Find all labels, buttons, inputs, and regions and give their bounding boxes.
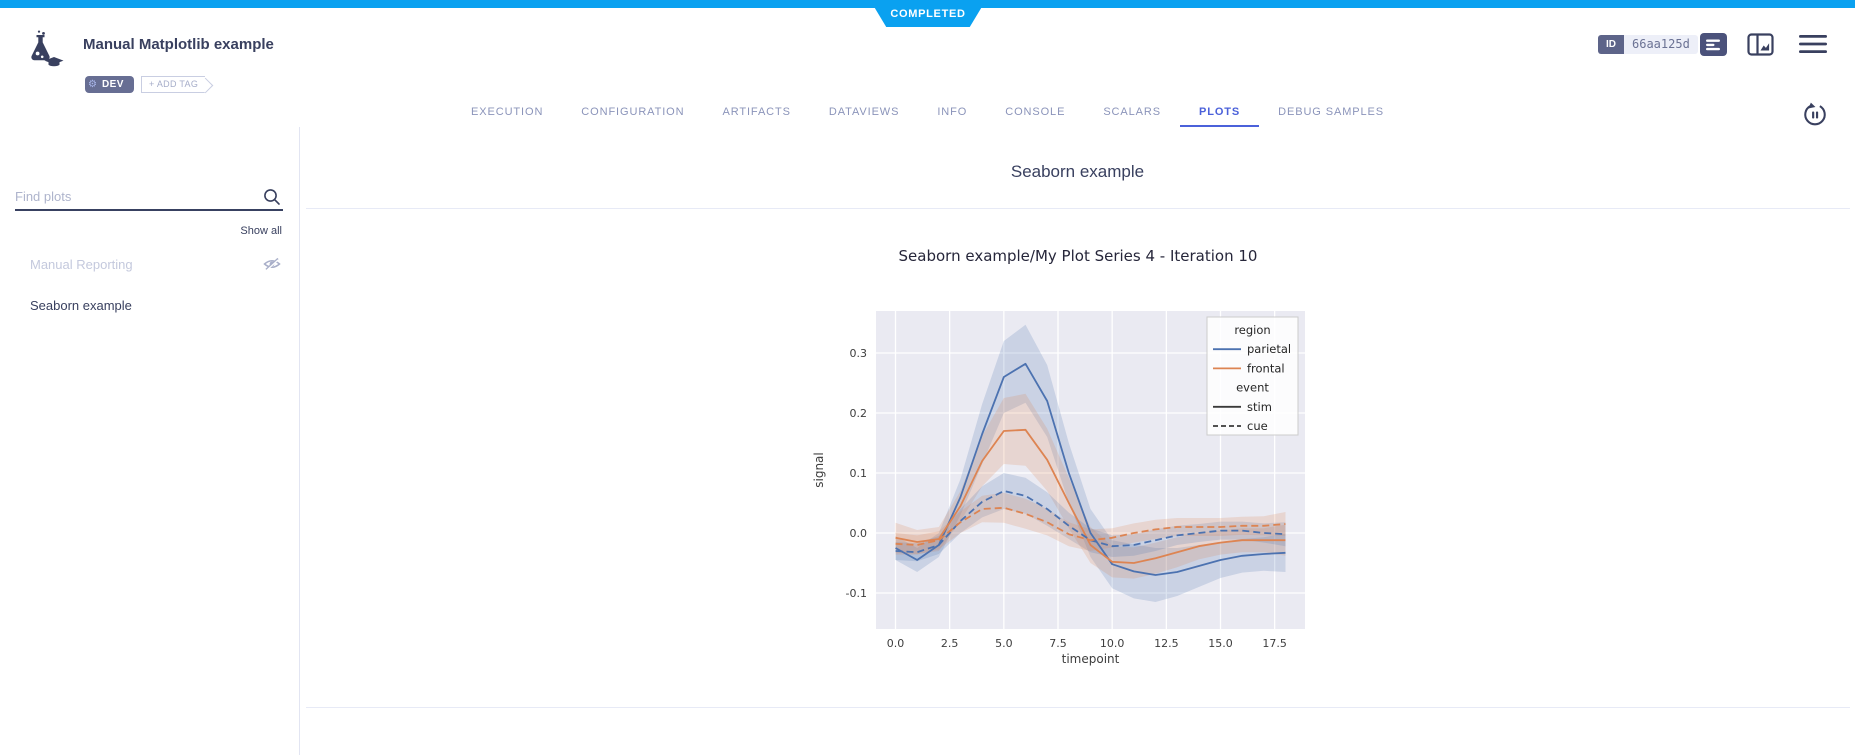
svg-text:5.0: 5.0 [995, 637, 1013, 650]
svg-text:2.5: 2.5 [941, 637, 959, 650]
tab-bar: EXECUTION CONFIGURATION ARTIFACTS DATAVI… [0, 100, 1855, 127]
svg-text:signal: signal [812, 452, 826, 488]
auto-refresh-icon[interactable] [1802, 102, 1828, 128]
svg-text:10.0: 10.0 [1100, 637, 1125, 650]
experiment-title: Manual Matplotlib example [83, 36, 274, 53]
tab-configuration[interactable]: CONFIGURATION [581, 106, 685, 118]
add-tag-button[interactable]: + ADD TAG [141, 76, 214, 93]
plot-card: Seaborn example/My Plot Series 4 - Itera… [306, 208, 1850, 708]
add-tag-label: + ADD TAG [149, 79, 199, 89]
svg-text:0.1: 0.1 [850, 467, 868, 480]
svg-text:parietal: parietal [1247, 342, 1291, 356]
search-input[interactable] [15, 184, 283, 211]
tab-plots[interactable]: PLOTS [1179, 100, 1260, 127]
svg-text:frontal: frontal [1247, 361, 1285, 375]
tab-execution[interactable]: EXECUTION [471, 106, 544, 118]
svg-text:timepoint: timepoint [1062, 652, 1120, 666]
split-view-icon[interactable] [1747, 33, 1774, 61]
experiment-type-icon [24, 30, 66, 70]
svg-text:15.0: 15.0 [1208, 637, 1233, 650]
menu-icon[interactable] [1799, 35, 1827, 59]
svg-text:17.5: 17.5 [1262, 637, 1287, 650]
plot-title: Seaborn example/My Plot Series 4 - Itera… [898, 247, 1258, 265]
tab-artifacts[interactable]: ARTIFACTS [722, 106, 791, 118]
svg-text:0.0: 0.0 [887, 637, 905, 650]
tab-dataviews[interactable]: DATAVIEWS [828, 106, 900, 118]
show-all-link[interactable]: Show all [240, 225, 282, 237]
tag-point-decoration [197, 77, 214, 93]
svg-text:-0.1: -0.1 [846, 587, 867, 600]
sidebar-item-label: Seaborn example [30, 297, 132, 313]
tab-debug-samples[interactable]: DEBUG SAMPLES [1278, 106, 1384, 118]
svg-text:0.0: 0.0 [850, 527, 868, 540]
metric-group-title: Seaborn example [1010, 162, 1145, 181]
svg-text:7.5: 7.5 [1049, 637, 1067, 650]
sidebar-item-manual-reporting[interactable]: Manual Reporting [30, 253, 281, 275]
seaborn-chart-svg[interactable]: 0.0 2.5 5.0 7.5 10.0 12.5 15.0 17.5 -0.1 0.0 0.1 0.… [780, 301, 1320, 691]
svg-text:region: region [1234, 323, 1270, 337]
svg-text:stim: stim [1247, 400, 1272, 414]
svg-text:0.3: 0.3 [850, 347, 868, 360]
svg-text:event: event [1236, 381, 1269, 395]
tab-console[interactable]: CONSOLE [1005, 106, 1066, 118]
sidebar-item-label: Manual Reporting [30, 256, 133, 272]
svg-text:0.2: 0.2 [850, 407, 868, 420]
tab-info[interactable]: INFO [937, 106, 968, 118]
gear-icon: ⚙ [88, 79, 98, 90]
status-badge: COMPLETED [870, 0, 986, 27]
svg-text:cue: cue [1247, 419, 1268, 433]
eye-off-icon[interactable] [263, 256, 281, 272]
tab-scalars[interactable]: SCALARS [1103, 106, 1161, 118]
id-label-badge: ID [1598, 35, 1624, 54]
tag-dev[interactable]: ⚙ DEV [85, 76, 134, 93]
search-icon [264, 189, 280, 205]
seaborn-line-chart[interactable]: 0.0 2.5 5.0 7.5 10.0 12.5 15.0 17.5 -0.1 0.0 0.1 0.… [780, 301, 1320, 691]
sidebar-item-seaborn-example[interactable]: Seaborn example [30, 294, 281, 316]
plots-sidebar: Show all Manual Reporting Seaborn exampl… [0, 127, 300, 755]
svg-text:12.5: 12.5 [1154, 637, 1179, 650]
tag-dev-label: DEV [102, 79, 124, 90]
experiment-id-value[interactable]: 66aa125d [1624, 35, 1698, 54]
details-panel-icon[interactable] [1700, 33, 1727, 61]
